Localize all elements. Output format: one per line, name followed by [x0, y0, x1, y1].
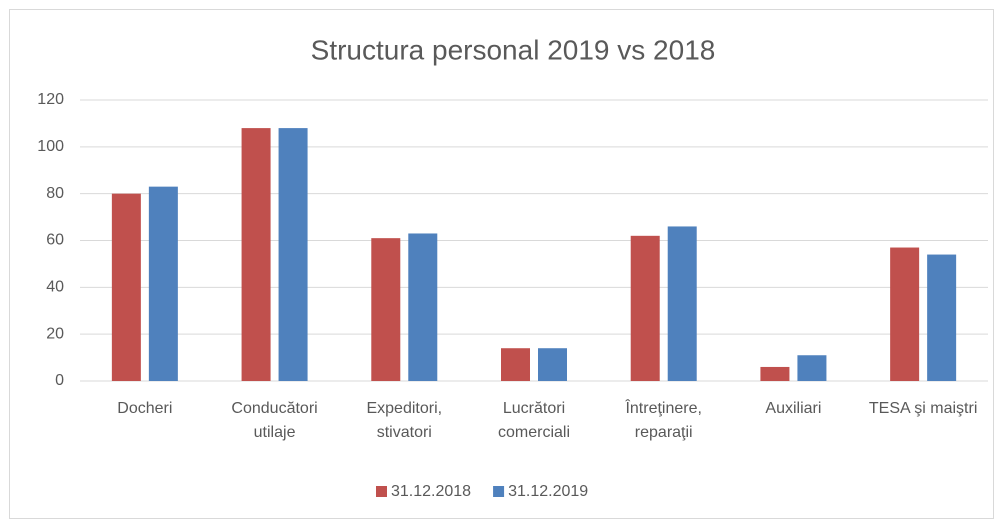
y-tick-label: 120 — [37, 91, 64, 108]
bar — [111, 193, 141, 381]
bar — [371, 238, 401, 381]
bar — [148, 186, 178, 381]
y-tick-label: 80 — [46, 185, 64, 202]
legend-swatch — [493, 486, 505, 497]
y-tick-label: 100 — [37, 138, 64, 155]
bar — [630, 235, 660, 381]
x-tick-label: Docheri — [117, 400, 173, 417]
x-tick-label: Conducători utilaje — [231, 400, 318, 441]
x-tick-label: Lucrători comerciali — [497, 400, 570, 441]
bar — [797, 355, 827, 381]
bar — [927, 254, 957, 381]
x-tick-label: Auxiliari — [765, 400, 822, 417]
bar — [538, 348, 567, 381]
x-tick-label: Întreţinere, reparaţii — [625, 400, 702, 441]
legend-swatch — [376, 486, 387, 497]
chart-title: Structura personal 2019 vs 2018 — [311, 34, 716, 65]
x-tick-label: Expeditori, stivatori — [366, 400, 443, 441]
bar — [667, 226, 697, 381]
bar — [501, 348, 530, 381]
bar — [241, 128, 271, 381]
legend-label: 31.12.2019 — [508, 483, 588, 500]
x-tick-label: TESA şi maiştri — [868, 400, 978, 417]
y-tick-label: 60 — [46, 232, 64, 249]
bar — [278, 128, 308, 381]
y-tick-label: 20 — [46, 325, 64, 342]
y-tick-label: 40 — [46, 279, 64, 296]
y-tick-label: 0 — [55, 372, 64, 389]
legend-label: 31.12.2018 — [391, 483, 471, 500]
bar — [890, 247, 920, 381]
bar — [408, 233, 438, 381]
bar — [760, 366, 790, 381]
